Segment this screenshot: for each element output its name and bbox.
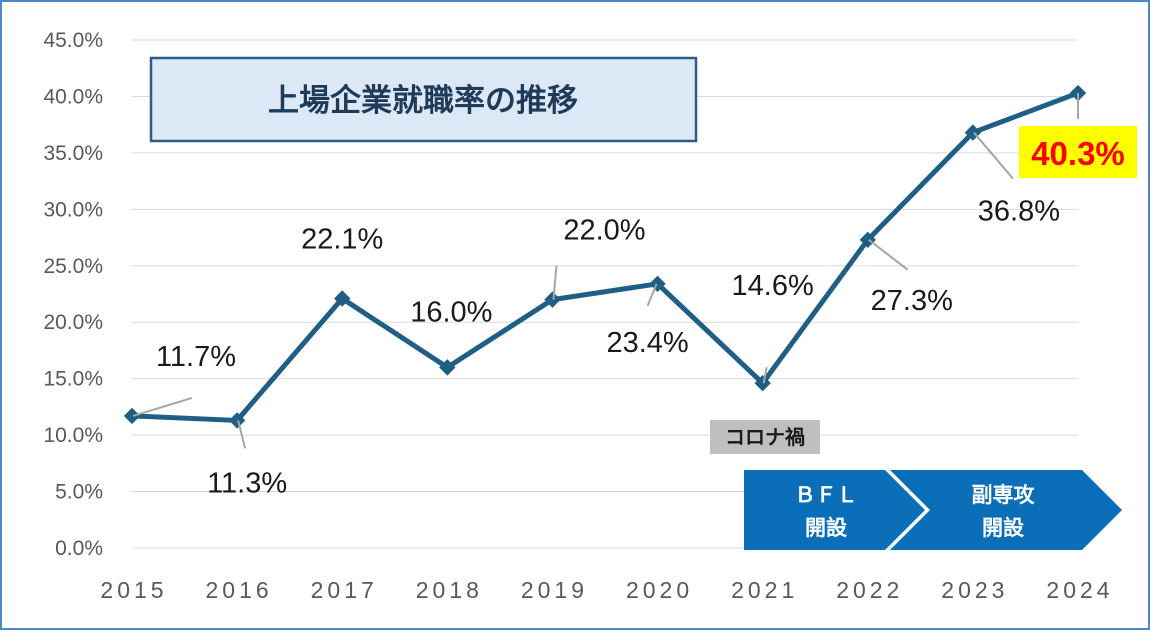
data-label: 11.3% — [207, 467, 287, 499]
leader-line — [868, 239, 909, 271]
data-point-marker — [439, 359, 456, 376]
y-tick-label: 20.0% — [43, 311, 103, 334]
x-tick-label: 2017 — [311, 577, 378, 603]
data-label: 11.7% — [156, 341, 236, 373]
data-label: 14.6% — [732, 270, 814, 302]
milestone-bfl-arrow — [744, 470, 925, 550]
y-tick-label: 10.0% — [43, 424, 103, 447]
title-box-background — [149, 56, 698, 143]
milestone-minor-line2: 開設 — [982, 516, 1025, 540]
covid-annotation-box — [710, 420, 820, 454]
chart-title: 上場企業就職率の推移 — [268, 83, 578, 119]
y-tick-label: 5.0% — [55, 481, 103, 504]
leader-lines — [132, 93, 1079, 449]
x-tick-label: 2020 — [626, 577, 693, 603]
data-labels: 11.7% 11.3% 22.1% 16.0% 22.0% 23.4% 14.6% 27.3%… — [156, 126, 1137, 499]
y-tick-label: 0.0% — [55, 537, 103, 560]
highlight-data-label: 40.3% — [1031, 135, 1125, 172]
data-label: 23.4% — [606, 327, 688, 359]
data-point-marker — [334, 290, 351, 307]
data-label: 16.0% — [410, 296, 492, 328]
milestone-arrows: ＢＦＬ 開設 副専攻 開設 — [744, 470, 1122, 550]
leader-line — [973, 131, 1014, 180]
milestone-bfl-line2: 開設 — [805, 516, 848, 540]
y-tick-label: 40.0% — [43, 85, 103, 108]
data-point-marker — [649, 275, 666, 293]
data-point-marker — [123, 407, 141, 425]
milestone-minor-line1: 副専攻 — [972, 483, 1036, 507]
milestone-bfl-line1: ＢＦＬ — [795, 483, 858, 507]
series-line — [123, 84, 1087, 429]
series-polyline — [131, 90, 1079, 423]
data-point-marker — [228, 412, 246, 429]
y-tick-label: 25.0% — [43, 255, 103, 278]
data-label: 22.0% — [563, 215, 645, 247]
data-point-marker — [544, 291, 561, 308]
data-point-marker — [859, 231, 876, 249]
leader-line — [237, 420, 247, 449]
x-tick-label: 2021 — [731, 577, 798, 603]
leader-line — [646, 283, 658, 307]
x-axis-ticks: 2015 2016 2017 2018 2019 2020 2021 2022 2023 2024 — [100, 577, 1113, 603]
x-tick-label: 2018 — [416, 577, 483, 603]
y-tick-label: 30.0% — [43, 198, 103, 221]
y-axis-ticks: 0.0% 5.0% 10.0% 15.0% 20.0% 25.0% 30.0% 35.0% 40… — [43, 29, 103, 560]
x-tick-label: 2016 — [206, 577, 273, 603]
data-label: 36.8% — [978, 196, 1060, 228]
covid-annotation-text: コロナ禍 — [725, 425, 805, 449]
leader-line — [762, 366, 768, 384]
covid-annotation: コロナ禍 — [710, 420, 820, 454]
data-point-marker — [754, 374, 771, 392]
y-tick-label: 35.0% — [43, 142, 103, 165]
leader-line — [552, 265, 558, 300]
x-tick-label: 2023 — [941, 577, 1008, 603]
data-label: 27.3% — [871, 285, 953, 317]
chart-title-box: 上場企業就職率の推移 — [149, 56, 698, 143]
y-tick-label: 45.0% — [43, 29, 103, 52]
x-tick-label: 2022 — [836, 577, 903, 603]
x-tick-label: 2024 — [1046, 577, 1113, 603]
x-tick-label: 2019 — [521, 577, 588, 603]
y-tick-label: 15.0% — [43, 368, 103, 391]
highlight-label-background — [1019, 126, 1137, 179]
milestone-minor-arrow — [890, 470, 1122, 550]
data-label: 22.1% — [301, 224, 383, 256]
leader-line — [132, 396, 193, 417]
x-tick-label: 2015 — [100, 577, 167, 603]
